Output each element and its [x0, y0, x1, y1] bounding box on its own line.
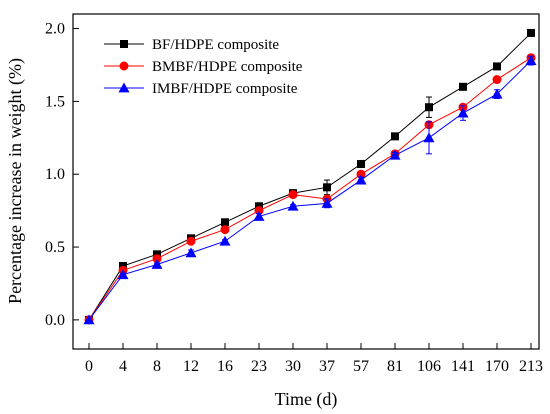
data-point	[288, 190, 298, 200]
data-point	[355, 174, 367, 185]
data-point	[493, 62, 501, 71]
data-point	[323, 183, 331, 192]
x-tick-label: 37	[319, 358, 335, 375]
data-point	[459, 82, 467, 91]
series-group	[83, 28, 537, 325]
series-line	[88, 57, 532, 321]
data-point	[321, 197, 333, 208]
data-point	[389, 149, 401, 160]
y-tick-label: 1.5	[45, 93, 65, 110]
legend-label: BMBF/HDPE composite	[152, 59, 303, 75]
x-tick-label: 0	[85, 358, 93, 375]
x-tick-label: 106	[417, 358, 441, 375]
series-line	[88, 60, 532, 321]
data-point	[186, 236, 196, 246]
x-tick-label: 213	[519, 358, 543, 375]
data-point	[492, 75, 502, 85]
series-line	[88, 32, 532, 321]
data-point	[219, 235, 231, 246]
data-point	[357, 160, 365, 169]
x-axis-ticks: 0 4 8 12 16 23 30 37 57 81 106 141 170 213	[85, 343, 543, 375]
x-tick-label: 23	[251, 358, 267, 375]
x-tick-label: 170	[485, 358, 509, 375]
y-tick-label: 1.0	[45, 166, 65, 183]
series-2	[84, 53, 536, 325]
data-point	[151, 259, 163, 269]
data-point	[287, 200, 299, 211]
data-point	[221, 218, 229, 227]
y-axis-label: Percentage increase in weight (%)	[5, 58, 26, 304]
legend-marker	[120, 40, 128, 48]
data-point	[527, 28, 535, 37]
data-point	[220, 225, 230, 235]
legend: BF/HDPE composite BMBF/HDPE composite IMBF…	[104, 37, 303, 97]
x-axis-label: Time (d)	[275, 389, 338, 410]
data-point	[491, 88, 503, 99]
y-tick-label: 2.0	[45, 21, 65, 38]
data-point	[425, 103, 433, 112]
data-point	[185, 247, 197, 258]
x-tick-label: 12	[183, 358, 199, 375]
y-tick-label: 0.0	[45, 312, 65, 329]
data-point	[391, 132, 399, 141]
y-tick-label: 0.5	[45, 239, 65, 256]
data-point	[423, 132, 435, 143]
x-tick-label: 8	[153, 358, 161, 375]
plot-frame	[72, 13, 540, 350]
x-tick-label: 16	[217, 358, 233, 375]
data-point	[457, 107, 469, 118]
legend-marker	[119, 61, 129, 71]
x-tick-label: 30	[285, 358, 301, 375]
data-point	[253, 210, 265, 221]
legend-marker	[118, 82, 130, 93]
x-tick-label: 141	[451, 358, 475, 375]
data-point	[254, 206, 264, 216]
y-axis-ticks: 0.0 0.5 1.0 1.5 2.0	[45, 21, 79, 329]
data-point	[117, 269, 129, 280]
series-3	[83, 55, 537, 325]
x-tick-label: 57	[353, 358, 369, 375]
data-point	[83, 314, 95, 325]
legend-label: BF/HDPE composite	[152, 37, 279, 53]
data-point	[525, 55, 537, 66]
data-point	[152, 254, 162, 264]
x-tick-label: 4	[119, 358, 127, 375]
x-tick-label: 81	[387, 358, 403, 375]
legend-label: IMBF/HDPE composite	[152, 81, 298, 97]
data-point	[356, 169, 366, 179]
